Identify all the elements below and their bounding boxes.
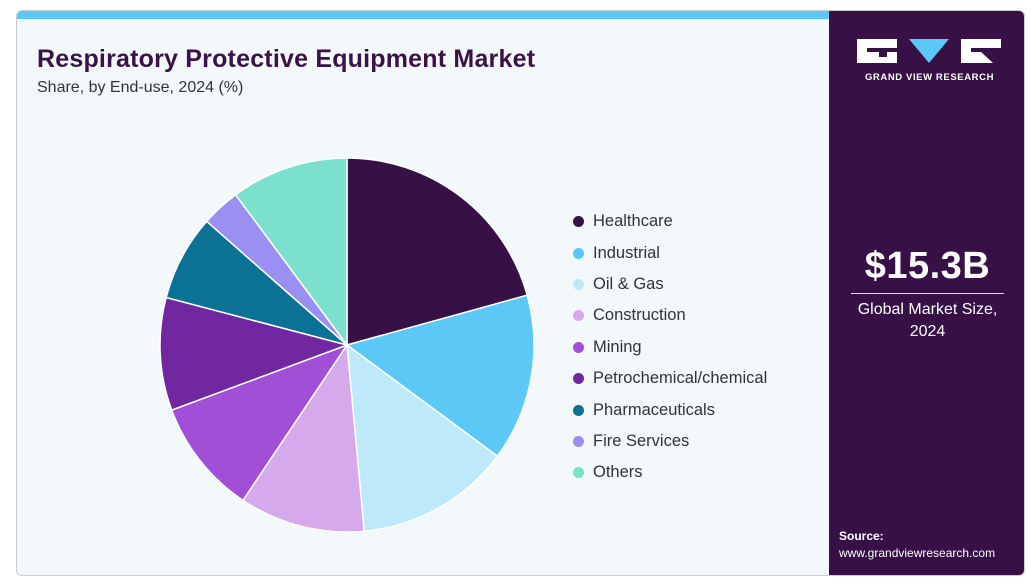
accent-bar [17,11,829,19]
pie-slice-industrial [345,294,535,458]
brand-panel: GRAND VIEW RESEARCH $15.3B Global Market… [829,11,1024,575]
legend-item-others: Others [573,457,767,488]
legend-item-industrial: Industrial [573,237,767,268]
legend-item-mining: Mining [573,332,767,363]
legend-item-petrochemical-chemical: Petrochemical/chemical [573,363,767,394]
legend-label: Pharmaceuticals [593,400,715,419]
legend-label: Others [593,463,643,482]
legend-item-healthcare: Healthcare [573,206,767,237]
legend-swatch-icon [573,467,584,479]
chart-legend: Healthcare Industrial Oil & Gas Constructio… [573,206,767,489]
legend-swatch-icon [573,247,584,259]
legend-label: Fire Services [593,431,690,450]
pie-slice-others [234,157,348,348]
chart-area: Respiratory Protective Equipment Market … [17,19,829,575]
value-divider [851,293,1004,294]
market-size-caption: Global Market Size, 2024 [857,301,998,340]
market-size-value: $15.3B [864,245,991,287]
pie-slice-petrochemical-chemical [159,296,350,412]
legend-swatch-icon [573,373,584,385]
legend-swatch-icon [573,216,584,228]
legend-item-oil-gas: Oil & Gas [573,269,767,300]
brand-name: GRAND VIEW RESEARCH [864,72,995,83]
legend-item-pharmaceuticals: Pharmaceuticals [573,394,767,425]
pie-slice-healthcare [346,157,529,346]
chart-card: Respiratory Protective Equipment Market … [16,10,1025,576]
legend-item-fire-services: Fire Services [573,426,767,457]
legend-swatch-icon [573,404,584,416]
chart-subtitle: Share, by End-use, 2024 (%) [37,79,244,96]
pie-chart [159,157,535,533]
pie-slice-oil-gas [346,343,499,533]
source-label: Source: [839,529,884,543]
legend-label: Healthcare [593,212,673,231]
legend-swatch-icon [573,278,584,290]
legend-label: Petrochemical/chemical [593,369,768,388]
legend-label: Industrial [593,243,660,262]
chart-title: Respiratory Protective Equipment Market [37,45,536,73]
legend-swatch-icon [573,310,584,322]
legend-label: Construction [593,306,686,325]
pie-slice-construction [241,342,366,533]
pie-slice-mining [170,343,349,502]
legend-swatch-icon [573,435,584,447]
source-url: www.grandviewresearch.com [839,546,996,560]
legend-item-construction: Construction [573,300,767,331]
legend-swatch-icon [573,341,584,353]
legend-label: Oil & Gas [593,274,664,293]
legend-label: Mining [593,337,642,356]
gvr-logo: GRAND VIEW RESEARCH [857,37,1002,87]
gvr-logo-icon [857,39,1001,63]
